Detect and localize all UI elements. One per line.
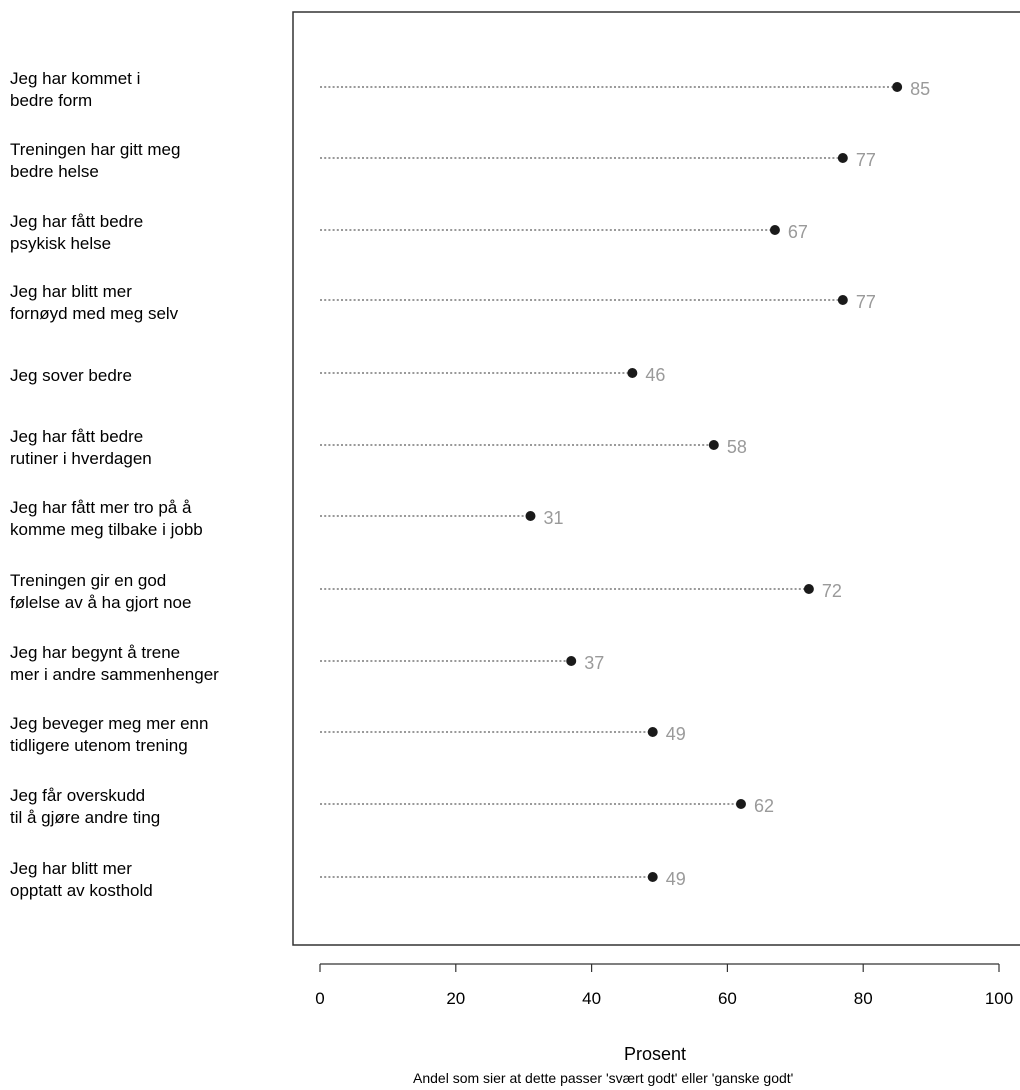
chart-note: Andel som sier at dette passer 'svært go…: [413, 1070, 794, 1086]
x-axis-title: Prosent: [624, 1044, 687, 1064]
category-label: Jeg har blitt mer opptatt av kosthold: [10, 859, 153, 900]
category-label: Jeg får overskudd til å gjøre andre ting: [10, 786, 161, 827]
data-point: [892, 82, 903, 92]
data-point: [525, 511, 536, 521]
category-label: Jeg har kommet i bedre form: [10, 69, 141, 110]
plot-frame: [292, 11, 1020, 946]
data-point: [627, 368, 638, 378]
data-point: [708, 440, 719, 450]
data-label: 49: [666, 724, 686, 744]
category-label: Jeg sover bedre: [10, 366, 132, 385]
data-label: 67: [788, 222, 808, 242]
data-label: 49: [666, 869, 686, 889]
data-label: 46: [645, 365, 665, 385]
x-tick-label: 80: [854, 989, 873, 1008]
data-point: [647, 727, 658, 737]
data-point: [769, 225, 780, 235]
category-label: Treningen gir en god følelse av å ha gjo…: [10, 571, 192, 612]
data-label: 31: [543, 508, 563, 528]
data-point: [837, 295, 848, 305]
data-point: [735, 799, 746, 809]
data-label: 77: [856, 292, 876, 312]
data-label: 72: [822, 581, 842, 601]
x-tick-label: 60: [718, 989, 737, 1008]
category-label: Jeg har begynt å trene mer i andre samme…: [10, 643, 219, 684]
data-series: 85 77 67 77 46 58 31 72 37 49 62 49: [320, 79, 930, 889]
category-label: Jeg har blitt mer fornøyd med meg selv: [10, 282, 179, 323]
category-label: Jeg har fått bedre rutiner i hverdagen: [10, 427, 152, 468]
x-tick-label: 100: [985, 989, 1013, 1008]
x-tick-label: 20: [446, 989, 465, 1008]
category-label: Jeg har fått bedre psykisk helse: [10, 212, 144, 253]
data-label: 77: [856, 150, 876, 170]
x-axis: 0 20 40 60 80 100: [315, 963, 1013, 1008]
data-point: [566, 656, 577, 666]
data-label: 58: [727, 437, 747, 457]
category-label: Treningen har gitt meg bedre helse: [10, 140, 181, 181]
x-tick-label: 40: [582, 989, 601, 1008]
plot-border: [292, 11, 1020, 946]
category-label: Jeg har fått mer tro på å komme meg tilb…: [10, 498, 203, 539]
data-label: 62: [754, 796, 774, 816]
data-point: [803, 584, 814, 594]
x-tick-label: 0: [315, 989, 324, 1008]
data-label: 37: [584, 653, 604, 673]
data-point: [647, 872, 658, 882]
data-label: 85: [910, 79, 930, 99]
data-point: [837, 153, 848, 163]
category-label: Jeg beveger meg mer enn tidligere utenom…: [10, 714, 209, 755]
